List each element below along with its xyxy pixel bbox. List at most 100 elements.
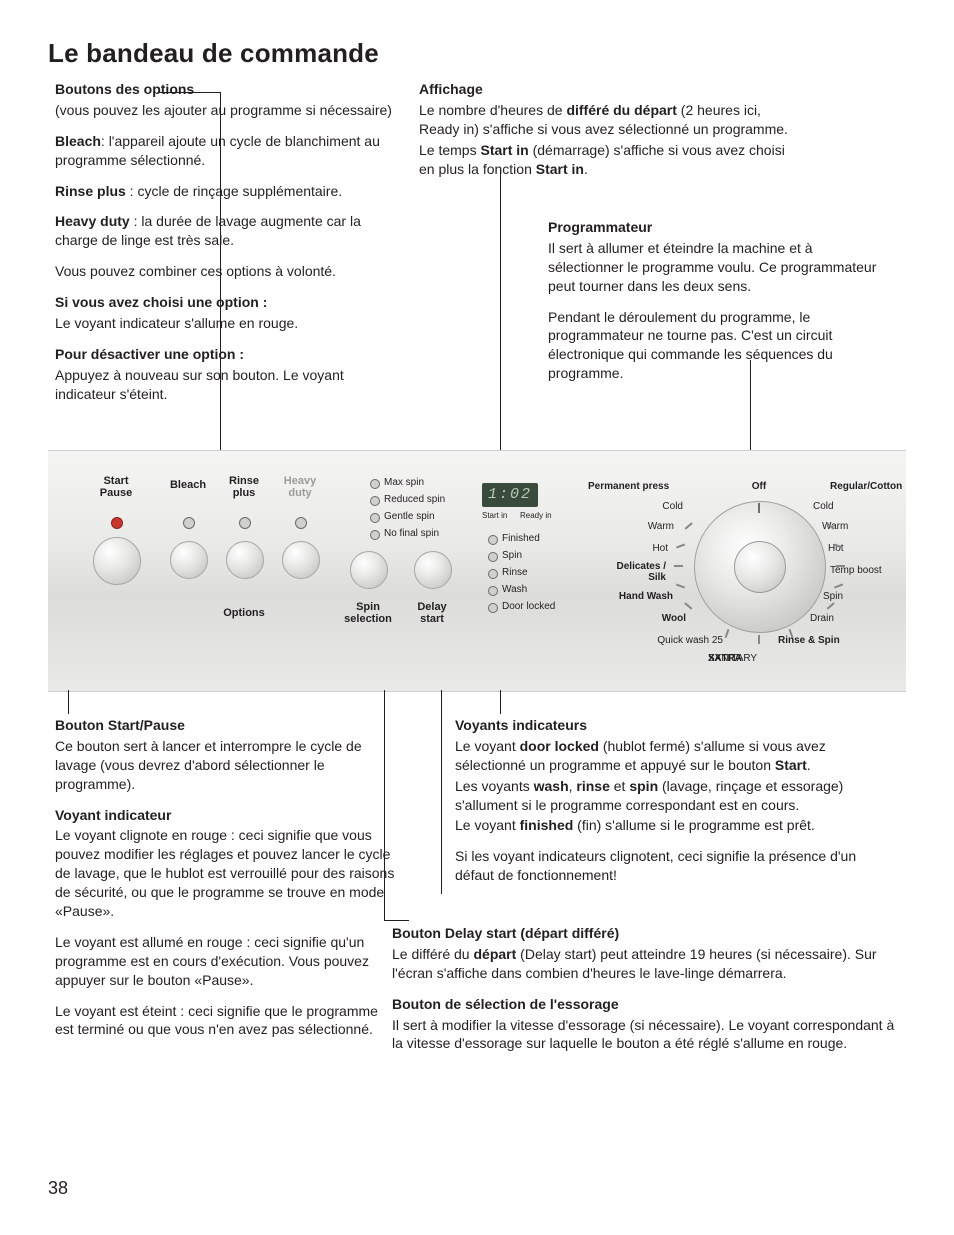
spin-label: Spin [502,550,522,561]
dial-tick [834,584,843,588]
spin-selection-label: Spin selection [344,601,392,625]
dial-left-cold: Cold [662,501,683,512]
rinse-plus-button[interactable] [226,541,264,579]
callout-line [500,170,501,450]
spin-select-text: Il sert à modifier la vitesse d'essorage… [392,1016,897,1054]
dial-right-cold: Cold [813,501,834,512]
rinse-plus-label: Rinse plus [229,475,259,499]
delay-start-label: Delay start [417,601,446,625]
dial-tick [836,565,845,567]
affichage-block: Affichage Le nombre d'heures de différé … [419,80,799,190]
programmateur-p1: Il sert à allumer et éteindre la machine… [548,239,888,296]
wash-label: Wash [502,584,527,595]
dial-drain: Drain [810,613,834,624]
start-pause-button[interactable] [93,537,141,585]
dial-tick [676,584,685,588]
dial-hand-wash: Hand Wash [619,591,673,602]
rinse-label: Rinse [502,567,528,578]
options-heading: Boutons des options [55,80,395,99]
options-text-block: Boutons des options (vous pouvez les ajo… [55,80,395,416]
dial-tick [758,635,760,644]
delay-spin-block: Bouton Delay start (départ différé) Le d… [392,924,897,1065]
start-pause-heading: Bouton Start/Pause [55,716,395,735]
voyants-p1: Le voyant door locked (hublot fermé) s'a… [455,737,895,775]
programmateur-block: Programmateur Il sert à allumer et étein… [548,218,888,395]
voyants-heading: Voyants indicateurs [455,716,895,735]
dial-tick [685,522,693,529]
bleach-desc: Bleach: l'appareil ajoute un cycle de bl… [55,132,395,170]
dial-left-warm: Warm [648,521,674,532]
heavy-duty-button[interactable] [282,541,320,579]
reduced-spin-led [370,496,380,506]
voyant-heading: Voyant indicateur [55,806,395,825]
programmateur-heading: Programmateur [548,218,888,237]
option-disable-text: Appuyez à nouveau sur son bouton. Le voy… [55,366,395,404]
spin-led [488,552,498,562]
heavy-duty-led [295,517,307,529]
delay-start-button[interactable] [414,551,452,589]
bleach-label: Bleach [170,479,206,491]
rinse-plus-desc: Rinse plus : cycle de rinçage supplément… [55,182,395,201]
rinse-plus-led [239,517,251,529]
dial-tick [674,565,683,567]
combine-note: Vous pouvez combiner ces options à volon… [55,262,395,281]
voyants-p4: Si les voyant indicateurs clignotent, ce… [455,847,895,885]
voyant-p2: Le voyant est allumé en rouge : ceci sig… [55,933,395,990]
dial-tick [685,602,693,609]
dial-wool: Wool [662,613,686,624]
max-spin-label: Max spin [384,477,424,488]
door-locked-led [488,603,498,613]
affichage-p1: Le nombre d'heures de différé du départ … [419,101,799,139]
no-final-spin-led [370,530,380,540]
gentle-spin-led [370,513,380,523]
delay-start-text: Le différé du départ (Delay start) peut … [392,945,897,983]
max-spin-led [370,479,380,489]
voyants-p2: Les voyants wash, rinse et spin (lavage,… [455,777,895,815]
dial-delicates: Delicates / Silk [617,561,666,583]
finished-label: Finished [502,533,540,544]
wash-led [488,586,498,596]
option-chosen-heading: Si vous avez choisi une option : [55,293,395,312]
option-disable-heading: Pour désactiver une option : [55,345,395,364]
reduced-spin-label: Reduced spin [384,494,445,505]
delay-start-heading: Bouton Delay start (départ différé) [392,924,897,943]
rinse-led [488,569,498,579]
dial-temp-boost: Temp boost [830,565,882,576]
options-intro: (vous pouvez les ajouter au programme si… [55,101,395,120]
bleach-button[interactable] [170,541,208,579]
bleach-led [183,517,195,529]
voyant-p1: Le voyant clignote en rouge : ceci signi… [55,826,395,920]
voyant-p3: Le voyant est éteint : ceci signifie que… [55,1002,395,1040]
heavy-duty-desc: Heavy duty : la durée de lavage augmente… [55,212,395,250]
program-dial-area: Permanent press Off Regular/Cotton Cold … [598,465,898,685]
page-title: Le bandeau de commande [48,38,379,69]
option-chosen-text: Le voyant indicateur s'allume en rouge. [55,314,395,333]
dial-left-hot: Hot [652,543,668,554]
start-in-label: Start in [482,511,507,520]
spin-select-heading: Bouton de sélection de l'essorage [392,995,897,1014]
program-dial-cap [734,541,786,593]
start-pause-led [111,517,123,529]
dial-permanent-press: Permanent press [588,481,669,492]
dial-rinse-spin: Rinse & Spin [778,635,840,646]
start-pause-label: Start Pause [100,475,132,499]
page-number: 38 [48,1178,68,1199]
control-panel: Start Pause Bleach Rinse plus Heavy duty… [48,450,906,692]
dial-tick [827,602,835,609]
spin-selection-button[interactable] [350,551,388,589]
callout-line [441,690,442,894]
options-label: Options [223,607,265,619]
gentle-spin-label: Gentle spin [384,511,435,522]
time-display: 1:02 [482,483,538,507]
affichage-heading: Affichage [419,80,799,99]
programmateur-p2: Pendant le déroulement du programme, le … [548,308,888,384]
dial-regular-cotton: Regular/Cotton [830,481,902,492]
affichage-p2: Le temps Start in (démarrage) s'affiche … [419,141,799,179]
dial-quick-wash: Quick wash 25 [657,635,723,646]
callout-line [68,690,69,714]
dial-pointer [758,503,760,513]
dial-tick [676,544,685,548]
start-pause-text: Ce bouton sert à lancer et interrompre l… [55,737,395,794]
lower-right-block: Voyants indicateurs Le voyant door locke… [455,716,895,947]
door-locked-label: Door locked [502,601,555,612]
